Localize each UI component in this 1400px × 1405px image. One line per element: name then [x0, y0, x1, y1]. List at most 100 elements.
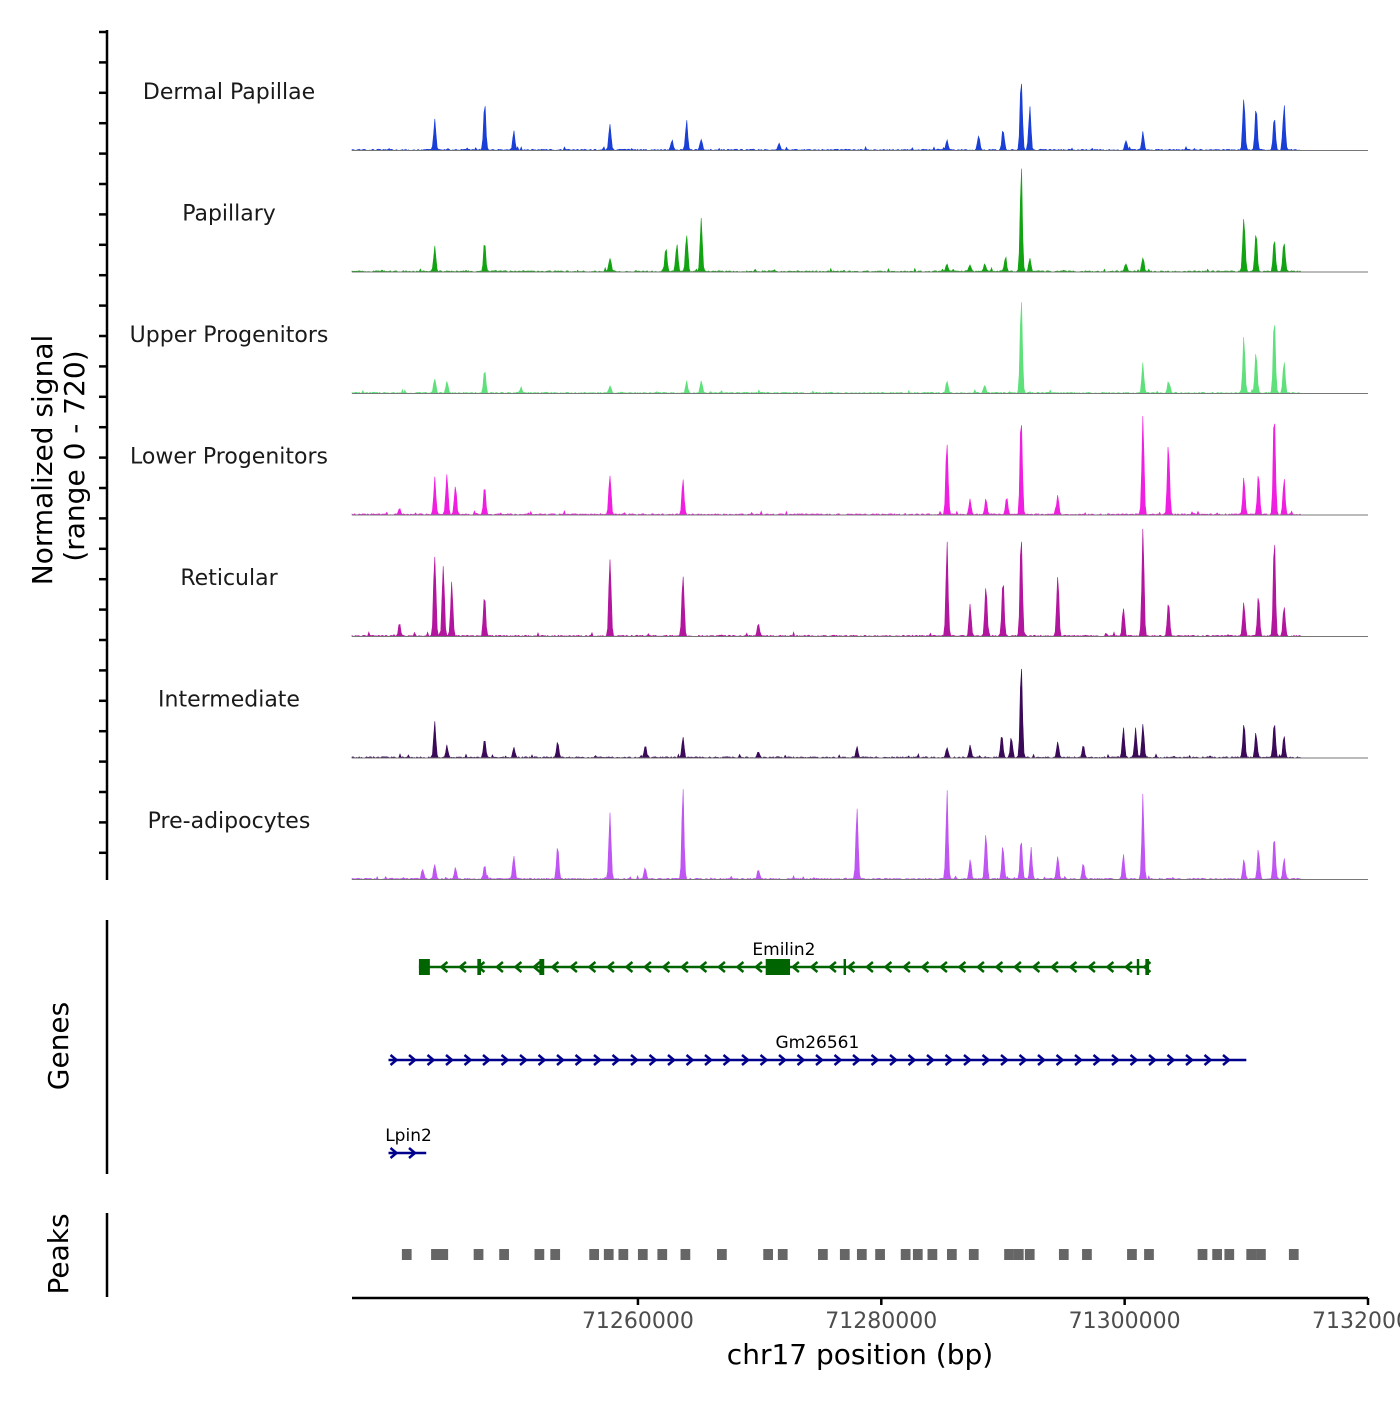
strand-arrow — [439, 961, 449, 973]
peak-region — [473, 1249, 484, 1260]
peak-region — [657, 1249, 668, 1260]
strand-arrow — [926, 1054, 935, 1066]
signal-area-upper-progenitors — [351, 302, 1302, 395]
strand-arrow — [920, 961, 930, 973]
strand-arrow — [445, 1054, 454, 1066]
strand-arrow — [1068, 961, 1078, 973]
strand-arrow — [1037, 1054, 1046, 1066]
peak-region — [1058, 1249, 1069, 1260]
track-label-pre-adipocytes: Pre-adipocytes — [148, 809, 311, 834]
strand-arrow — [648, 1054, 658, 1066]
strand-arrow — [556, 1054, 565, 1066]
strand-arrow — [494, 961, 504, 973]
strand-arrow — [587, 961, 597, 973]
strand-arrow — [735, 961, 745, 973]
strand-arrow — [1055, 1054, 1065, 1066]
strand-arrow — [1166, 1054, 1176, 1066]
strand-arrow — [1092, 1054, 1102, 1066]
x-tick-label: 71280000 — [825, 1309, 937, 1334]
strand-arrow — [685, 1054, 695, 1066]
strand-arrow — [889, 1054, 898, 1066]
strand-arrow — [759, 1054, 769, 1066]
gene-lpin2: Lpin2 — [385, 1126, 432, 1159]
x-tick-label: 71260000 — [582, 1309, 694, 1334]
strand-arrow — [531, 961, 541, 973]
peak-region — [1004, 1249, 1014, 1260]
strand-arrow — [827, 961, 837, 973]
peak-region — [550, 1249, 561, 1260]
track-reticular: Reticular — [180, 528, 1368, 637]
x-axis: 71260000 71280000 71300000 71320000 — [352, 1296, 1400, 1334]
track-papillary: Papillary — [182, 168, 1368, 273]
peak-region — [968, 1249, 979, 1260]
strand-arrow — [1222, 1054, 1231, 1066]
strand-arrow — [679, 961, 689, 973]
track-pre-adipocytes: Pre-adipocytes — [148, 789, 1368, 881]
peak-region — [1082, 1249, 1092, 1260]
strand-arrow — [550, 961, 560, 973]
track-label-upper-progenitors: Upper Progenitors — [130, 323, 329, 348]
strand-arrow — [661, 961, 671, 973]
signal-tracks: Dermal Papillae Papillary Upper Progenitor… — [130, 80, 1368, 881]
strand-arrow — [944, 1054, 954, 1066]
strand-arrow — [513, 961, 523, 973]
strand-arrow — [574, 1054, 584, 1066]
strand-arrow — [1185, 1054, 1194, 1066]
strand-arrow — [630, 1054, 639, 1066]
strand-arrow — [537, 1054, 547, 1066]
peak-region — [912, 1249, 923, 1260]
peak-region — [603, 1249, 614, 1260]
signal-area-lower-progenitors — [351, 416, 1302, 516]
strand-arrow — [500, 1054, 510, 1066]
strand-arrow — [907, 1054, 917, 1066]
strand-arrow — [704, 1054, 713, 1066]
signal-axis — [99, 30, 109, 880]
peak-region — [818, 1249, 828, 1260]
peak-region — [1013, 1249, 1024, 1260]
gene-exon — [1145, 959, 1149, 975]
gene-exon — [1136, 959, 1140, 975]
strand-arrow — [901, 961, 911, 973]
gene-exon — [765, 959, 791, 975]
strand-arrow — [1074, 1054, 1083, 1066]
peak-region — [637, 1249, 648, 1260]
gene-exon — [539, 959, 545, 975]
strand-arrow — [519, 1054, 528, 1066]
signal-area-intermediate — [351, 668, 1303, 759]
peak-region — [1246, 1249, 1257, 1260]
strand-arrow — [1105, 961, 1115, 973]
strand-arrow — [408, 1054, 417, 1066]
strand-arrow — [593, 1054, 602, 1066]
strand-arrow — [722, 1054, 732, 1066]
peak-region — [1224, 1249, 1235, 1260]
strand-arrow — [790, 961, 800, 973]
strand-arrow — [938, 961, 948, 973]
signal-area-pre-adipocytes — [351, 789, 1302, 881]
x-tick-label: 71320000 — [1312, 1309, 1400, 1334]
peak-region — [680, 1249, 691, 1260]
track-label-dermal-papillae: Dermal Papillae — [143, 80, 315, 105]
strand-arrow — [994, 961, 1004, 973]
peak-region — [856, 1249, 867, 1260]
peak-region — [717, 1249, 727, 1260]
genes-panel-label: Genes — [42, 1002, 75, 1090]
strand-arrow — [482, 1054, 491, 1066]
strand-arrow — [1203, 1054, 1213, 1066]
peak-region — [534, 1249, 545, 1260]
track-intermediate: Intermediate — [158, 668, 1368, 759]
strand-arrow — [716, 961, 726, 973]
strand-arrow — [1018, 1054, 1028, 1066]
peak-region — [1288, 1249, 1299, 1260]
peak-region — [499, 1249, 509, 1260]
peak-region — [401, 1249, 412, 1260]
strand-arrow — [1111, 1054, 1120, 1066]
strand-arrow — [753, 961, 763, 973]
peak-region — [1127, 1249, 1137, 1260]
signal-area-papillary — [351, 168, 1302, 273]
gene-exon — [477, 959, 481, 975]
strand-arrow — [852, 1054, 861, 1066]
peaks-panel-label: Peaks — [42, 1213, 75, 1294]
strand-arrow — [426, 1054, 436, 1066]
